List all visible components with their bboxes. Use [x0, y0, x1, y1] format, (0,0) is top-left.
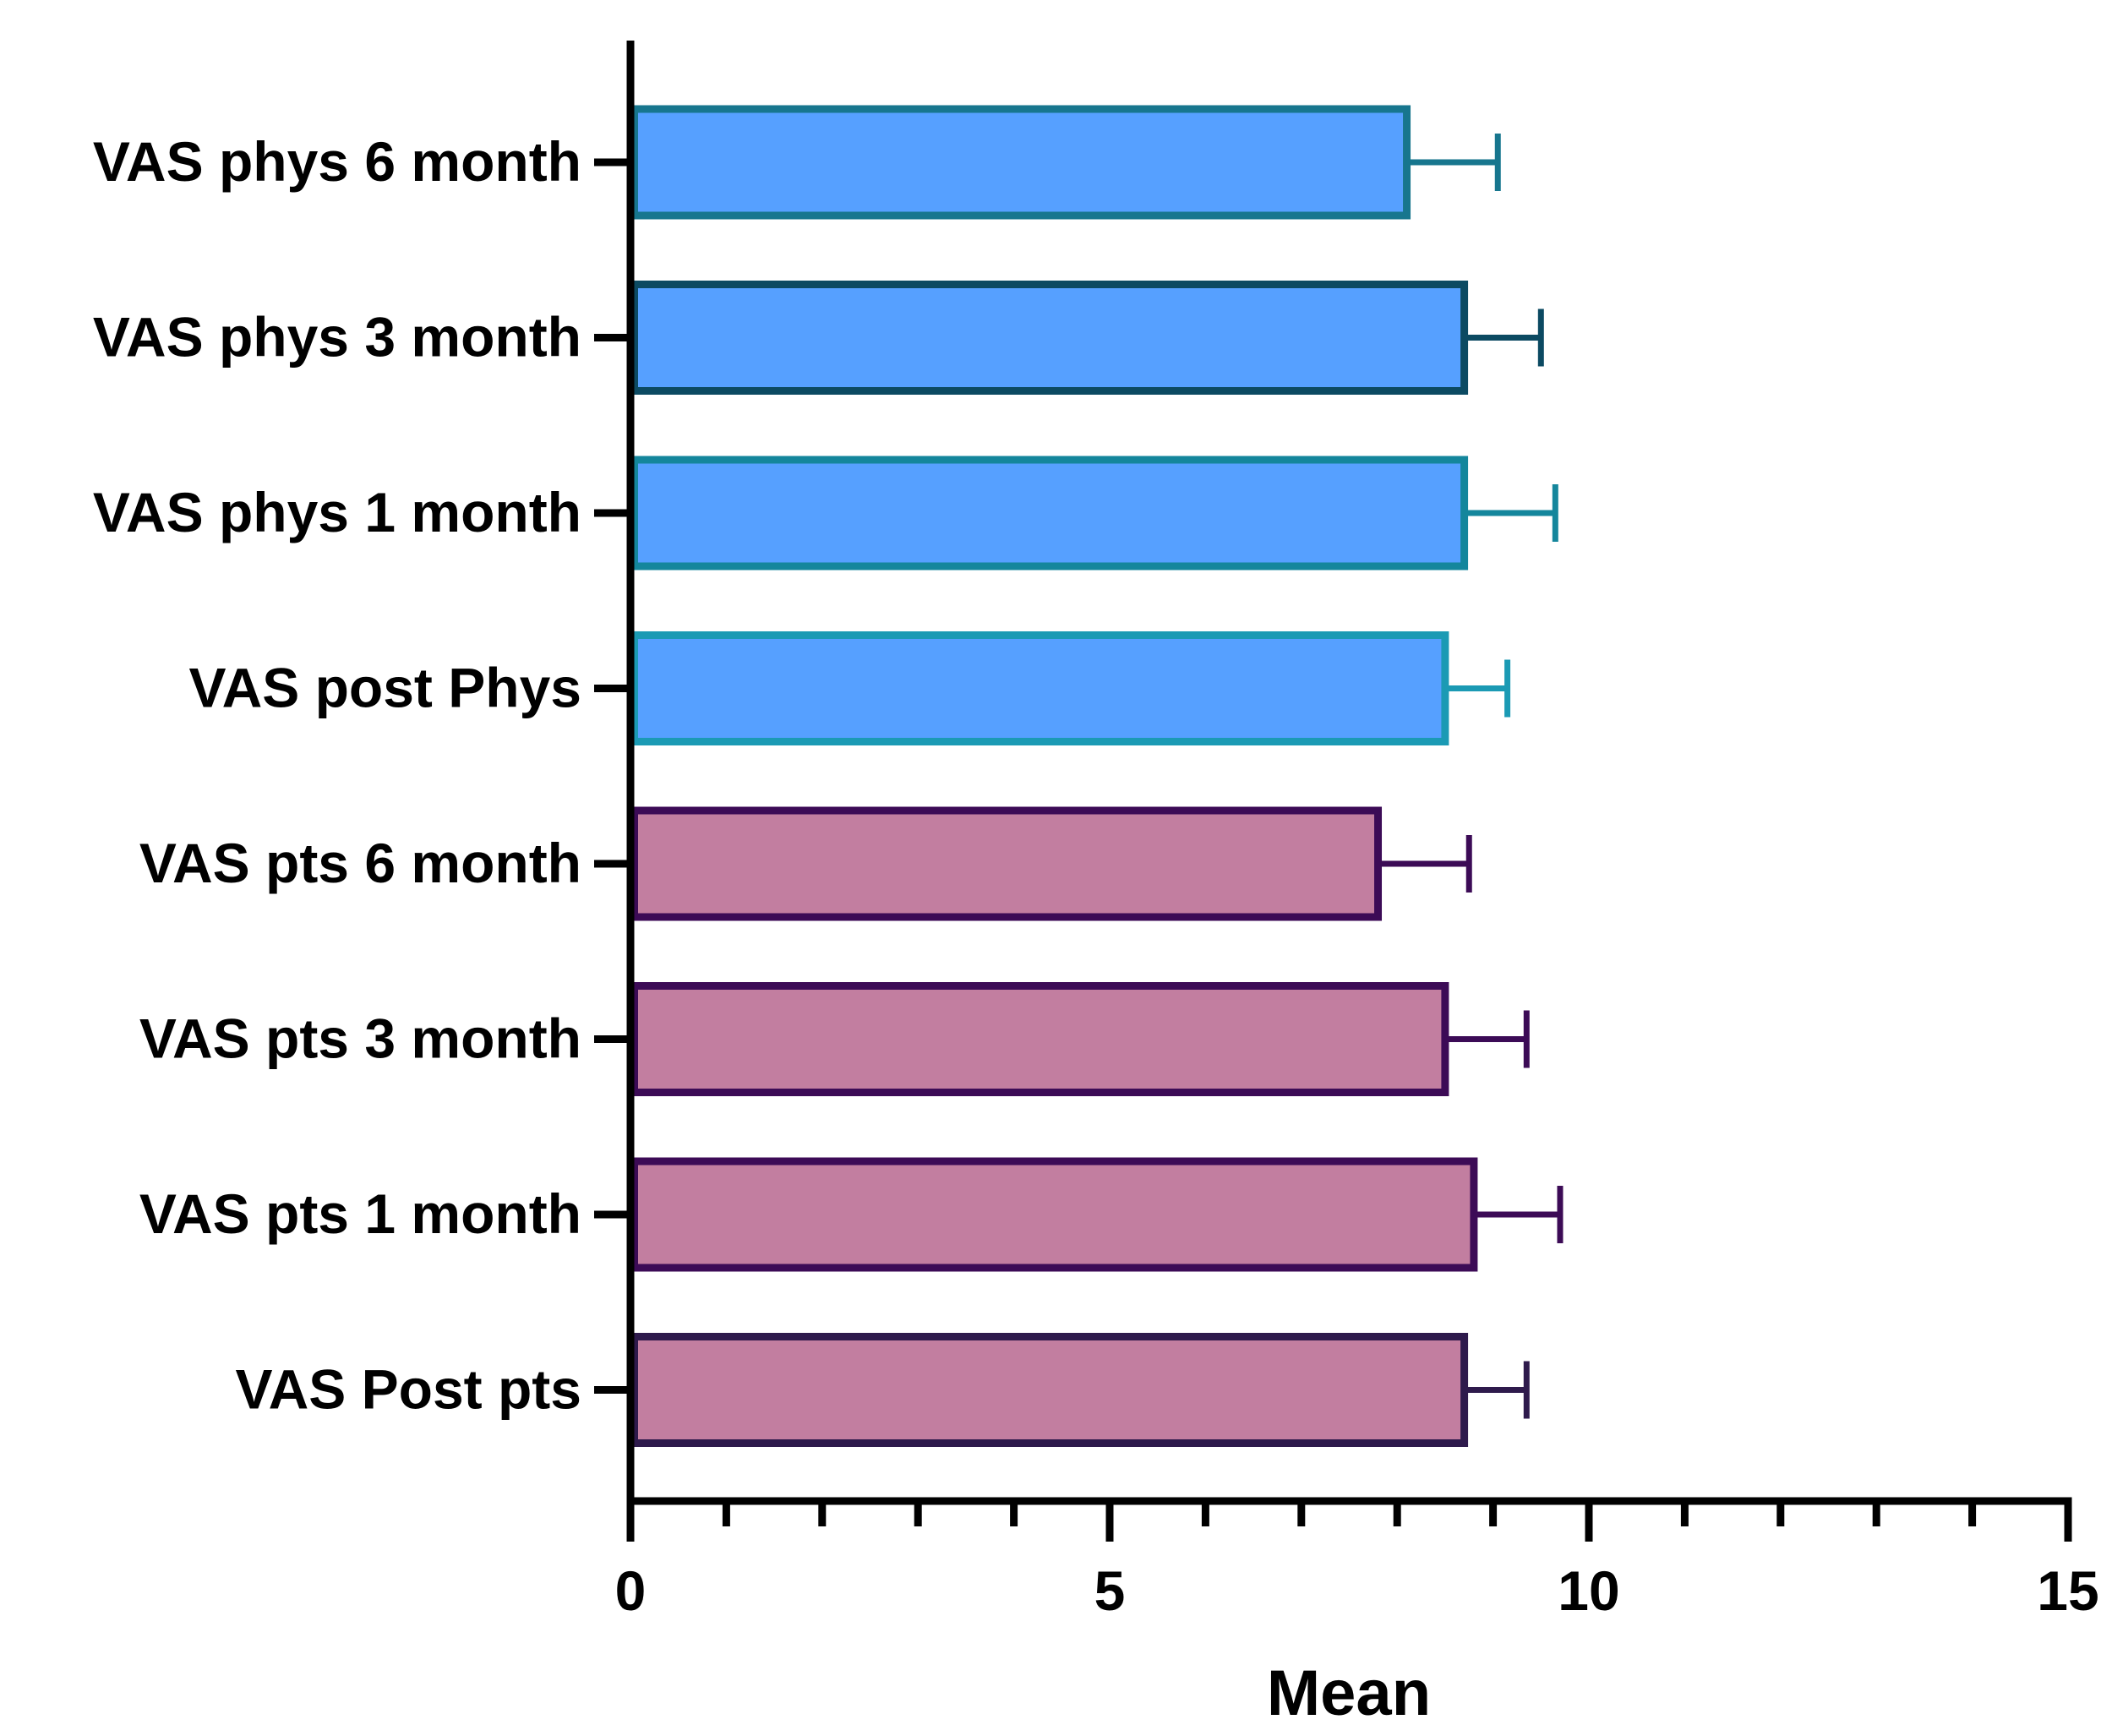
x-tick-label: 0: [615, 1559, 647, 1622]
category-label: VAS phys 3 month: [93, 306, 581, 368]
category-label: VAS Post pts: [235, 1358, 581, 1421]
bars-layer: [630, 105, 1564, 1447]
category-label: VAS phys 1 month: [93, 481, 581, 543]
bar: [630, 806, 1383, 921]
x-tick-label: 5: [1094, 1559, 1126, 1622]
bar: [630, 281, 1469, 395]
axes-layer: [594, 41, 2072, 1542]
bar: [630, 982, 1449, 1096]
x-tick-label: 10: [1558, 1559, 1619, 1622]
category-label: VAS phys 6 month: [93, 130, 581, 193]
bar: [630, 1333, 1469, 1447]
x-axis-title: Mean: [1267, 1657, 1431, 1729]
category-label: VAS pts 1 month: [139, 1182, 581, 1245]
labels-layer: VAS phys 6 month VAS phys 3 month VAS phys…: [93, 130, 2099, 1622]
category-label: VAS pts 3 month: [139, 1007, 581, 1070]
x-tick-label: 15: [2037, 1559, 2098, 1622]
category-label: VAS pts 6 month: [139, 832, 581, 894]
bar: [630, 1157, 1478, 1272]
bar: [630, 456, 1469, 570]
category-label: VAS post Phys: [188, 657, 581, 719]
bar: [630, 631, 1449, 745]
bar: [630, 105, 1411, 220]
